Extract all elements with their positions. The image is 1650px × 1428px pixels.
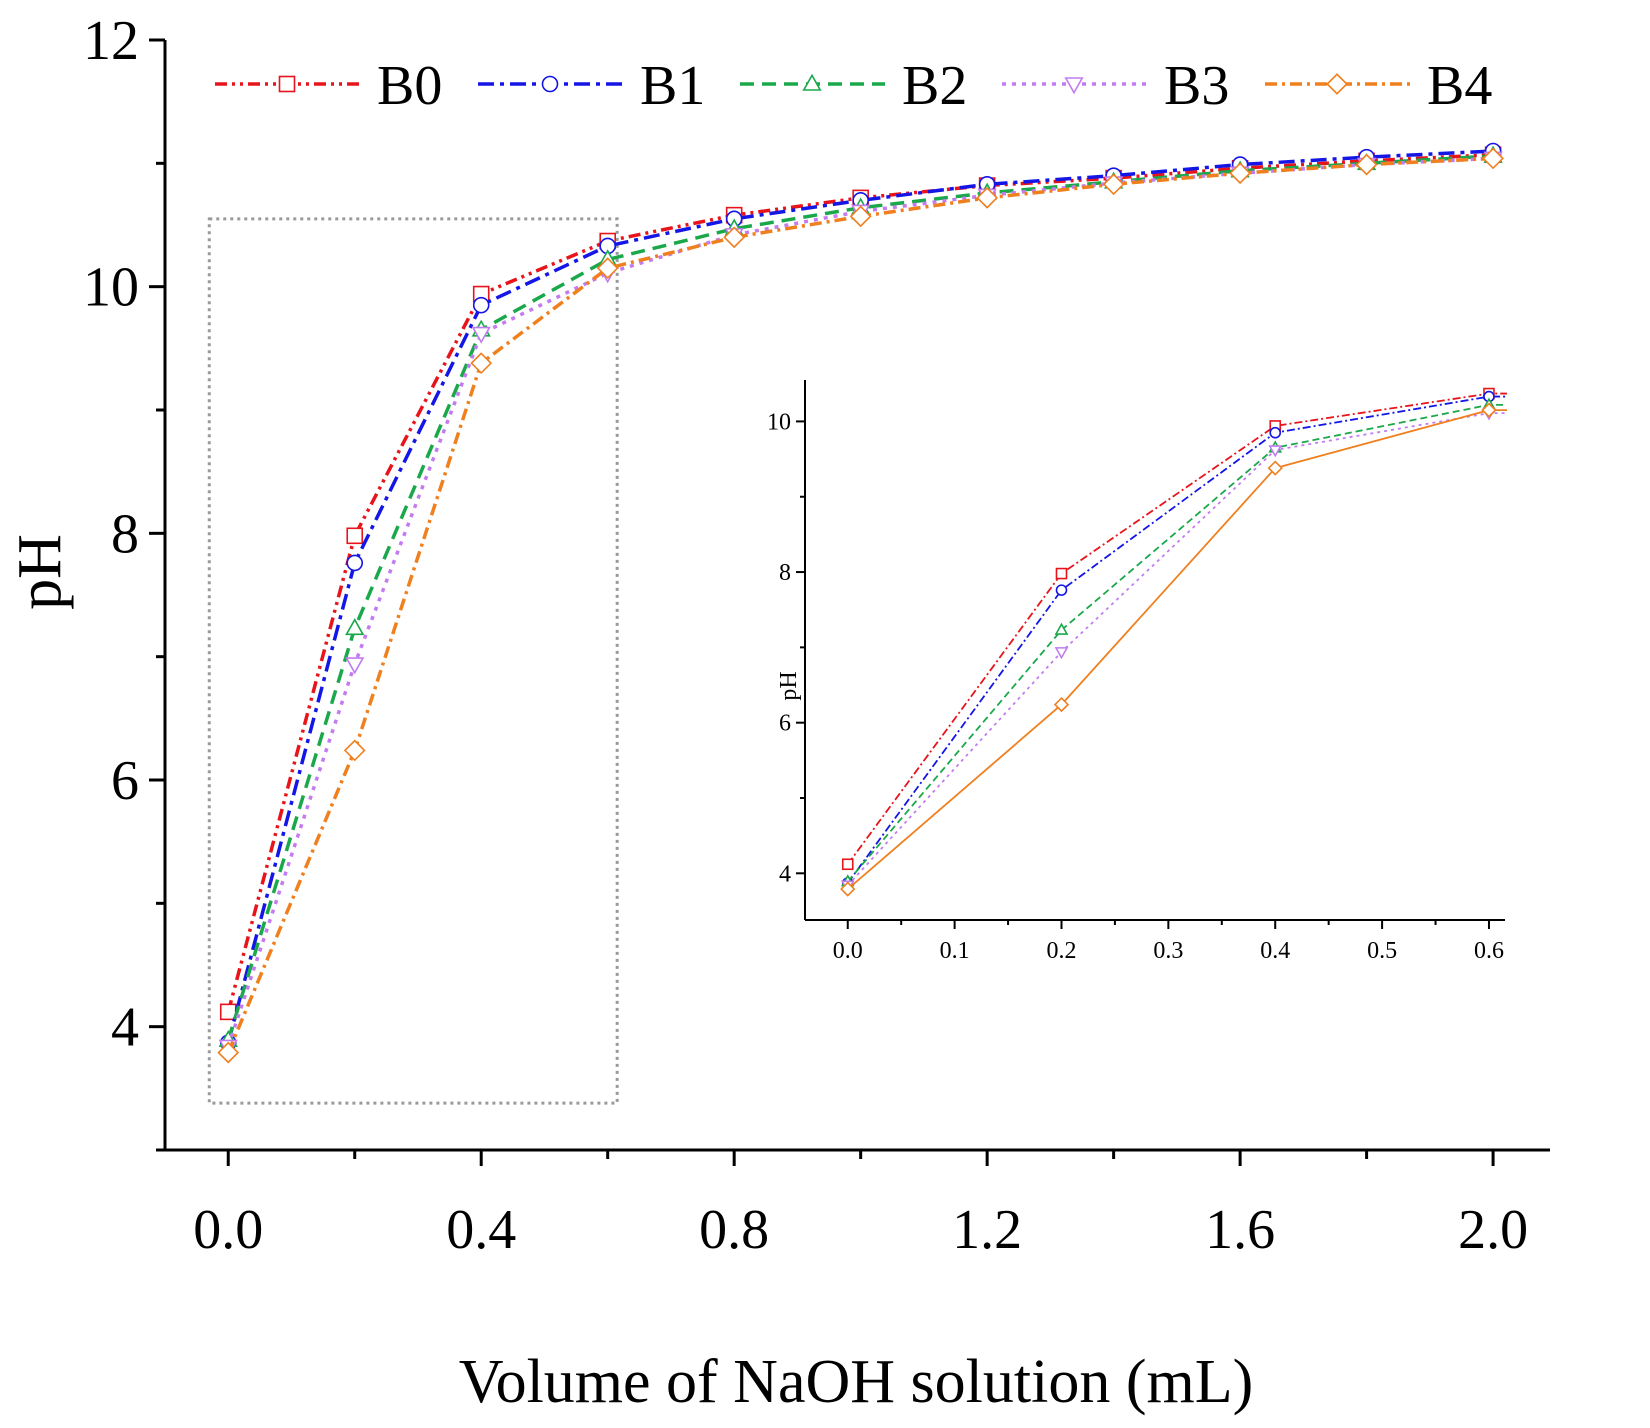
inset-x-tick-label: 0.3 [1153,938,1183,964]
inset-series-b3 [840,408,1507,893]
inset-series-b4 [840,402,1507,897]
series-line-b0 [226,152,1494,1013]
data-point-b4 [470,352,493,375]
inset-series-line-b4 [847,409,1507,890]
data-point-b3 [345,657,365,675]
inset-series-line-b0 [847,392,1507,865]
inset-x-tick-label: 0.0 [833,938,863,964]
legend-label-b1: B1 [640,55,705,117]
data-point-b2 [345,618,365,636]
inset-y-axis-label: pH [776,671,802,700]
inset-x-tick-label: 0.6 [1474,938,1504,964]
series-line-b2 [226,154,1494,1041]
series-b2 [218,145,1503,1048]
series-b0 [219,146,1502,1021]
series-b4 [217,147,1504,1064]
legend-marker-b3 [1064,77,1084,95]
data-point-b4 [849,205,872,228]
inset-data-point-b1 [1269,426,1282,439]
inset-y-tick-label: 8 [779,560,791,586]
inset-data-point-b4 [1053,696,1070,713]
x-tick-label: 0.0 [193,1199,263,1261]
inset-data-point-b1 [1055,584,1068,596]
inset-data-point-b0 [841,858,854,871]
x-tick-label: 2.0 [1458,1199,1528,1261]
legend-marker-b1 [541,75,559,93]
data-point-b4 [1355,153,1378,176]
inset-data-point-b3 [1268,445,1283,458]
inset-series-b2 [840,397,1507,887]
inset-data-point-b4 [840,881,856,897]
data-point-b1 [346,554,364,572]
data-point-b4 [723,226,746,249]
y-tick-label: 8 [111,503,139,565]
inset-data-point-b3 [1054,647,1069,660]
legend-label-b2: B2 [902,55,967,117]
data-point-b1 [472,296,490,314]
data-point-b4 [1229,162,1251,185]
y-tick-label: 12 [83,10,139,72]
data-point-b0 [219,1003,237,1021]
inset-y-tick-label: 4 [779,861,791,887]
inset-data-point-b2 [1054,622,1069,635]
data-point-b4 [1102,173,1125,196]
legend-marker-b4 [1326,73,1348,95]
data-point-b4 [1482,147,1504,170]
inset-plot: 0.0 0.1 0.2 0.3 0.4 0.5 0.6 4 6 8 10 [767,380,1507,964]
legend-marker-b0 [278,75,296,93]
data-point-b4 [217,1041,240,1064]
data-point-b4 [976,186,999,209]
inset-x-tick-label: 0.4 [1260,938,1290,964]
series-line-b3 [226,156,1494,1047]
data-point-b3 [471,326,491,344]
legend-label-b4: B4 [1427,55,1492,117]
inset-x-tick-label: 0.5 [1367,938,1397,964]
legend-marker-b2 [802,73,822,91]
inset-series-b1 [841,390,1507,889]
inset-x-tick-label: 0.2 [1046,938,1076,964]
zoom-region-box [207,217,619,1105]
inset-data-point-b0 [1055,567,1068,580]
series-b1 [219,142,1502,1051]
y-tick-label: 6 [111,750,139,812]
legend-label-b3: B3 [1164,55,1229,117]
x-tick-label: 0.4 [446,1199,516,1261]
inset-series-line-b1 [847,395,1507,884]
y-tick-label: 4 [111,997,139,1059]
inset-series-b0 [841,387,1507,871]
inset-data-point-b4 [1481,402,1497,418]
main-plot: 0.0 0.4 0.8 1.2 1.6 2.0 4 6 8 10 12 [83,10,1550,1261]
inset-series-line-b3 [847,412,1507,886]
legend-label-b0: B0 [377,55,442,117]
data-point-b4 [343,739,366,762]
x-tick-label: 0.8 [699,1199,769,1261]
series-line-b4 [226,156,1494,1054]
x-tick-label: 1.6 [1205,1199,1275,1261]
inset-data-point-b4 [1267,460,1283,476]
x-axis-label: Volume of NaOH solution (mL) [459,1348,1253,1416]
legend: B0 B1 B2 B3 B4 [215,55,1492,117]
inset-series-line-b2 [847,403,1507,883]
inset-y-tick-label: 10 [767,409,791,435]
x-tick-label: 1.2 [952,1199,1022,1261]
inset-y-tick-label: 6 [779,711,791,737]
series-line-b1 [226,149,1494,1044]
y-axis-label: pH [6,534,74,610]
data-point-b4 [596,257,619,280]
y-tick-label: 10 [83,257,139,319]
inset-x-tick-label: 0.1 [940,938,970,964]
data-point-b0 [346,527,364,545]
